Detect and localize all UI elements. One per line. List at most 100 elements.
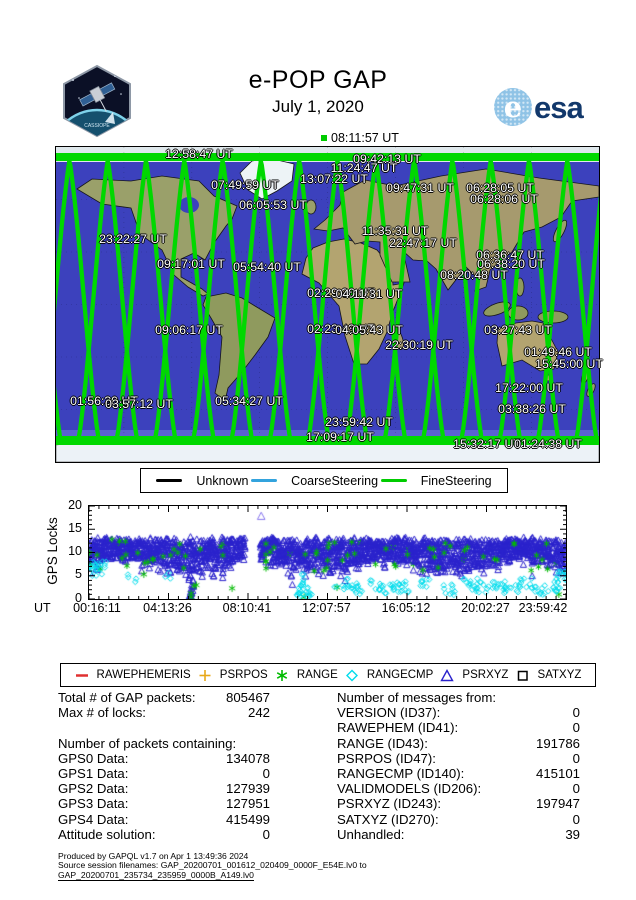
- pass-time-label: 15:32:17 UT: [453, 437, 521, 451]
- stat-row: GPS1 Data: 0: [58, 766, 270, 781]
- steering-legend-label: Unknown: [196, 473, 249, 488]
- pass-time-label: 06:36:47 UT: [476, 248, 544, 262]
- stat-value: 242: [247, 705, 270, 721]
- stat-value: 0: [262, 826, 270, 842]
- gps-y-tick: 5: [75, 567, 82, 582]
- stat-label: RAWEPHEM (ID41):: [337, 720, 459, 736]
- stat-row: VALIDMODELS (ID206): 0: [337, 781, 580, 796]
- pass-time-label: 17:09:17 UT: [306, 430, 374, 444]
- pass-time-label: 09:47:31 UT: [386, 181, 454, 195]
- pass-time-label: 11:35:31 UT: [361, 224, 429, 238]
- pass-time-label: 04:11:31 UT: [335, 287, 403, 301]
- diamond-marker-icon: [345, 669, 358, 681]
- pass-time-label: 15:45:00 UT: [535, 357, 603, 371]
- gps-x-tick: 20:02:27: [461, 601, 510, 615]
- packet-legend-label: RAWEPHEMERIS: [96, 669, 191, 681]
- stat-value: [208, 720, 270, 735]
- legend-line-swatch-icon: [380, 479, 407, 482]
- gps-locks-plot: [88, 505, 567, 600]
- pass-time-label: 04:05:43 UT: [335, 323, 403, 337]
- packet-legend-item: RANGE: [275, 669, 338, 682]
- pass-time-label: 02:29:30 UT: [307, 286, 375, 300]
- gps-x-tick: 12:07:57: [302, 601, 351, 615]
- stat-value: 0: [572, 750, 580, 766]
- gps-x-tick: 08:10:41: [222, 601, 272, 615]
- packet-legend-label: PSRXYZ: [462, 669, 509, 681]
- stat-row: Unhandled: 39: [337, 827, 580, 842]
- pass-time-label: 17:22:00 UT: [495, 381, 563, 395]
- pass-time-label: 06:38:20 UT: [477, 257, 545, 271]
- pass-time-label: 08:20:48 UT: [440, 268, 508, 282]
- stat-label: PSRXYZ (ID243):: [337, 796, 442, 812]
- gps-x-tick: 16:05:12: [381, 601, 431, 615]
- stat-value: 127939: [225, 781, 270, 797]
- packet-legend-label: SATXYZ: [537, 669, 582, 681]
- pass-time-label: 01:49:46 UT: [524, 345, 592, 359]
- stat-value: [236, 736, 298, 751]
- gps-x-axis-title: UT: [34, 601, 51, 615]
- stat-row: Number of packets containing:: [58, 736, 270, 751]
- stat-value: 127951: [225, 796, 270, 812]
- stat-label: Total # of GAP packets:: [58, 690, 196, 705]
- legend-line-swatch-icon: [251, 479, 278, 482]
- packet-legend-label: PSRPOS: [219, 669, 268, 681]
- stat-row: RANGE (ID43): 191786: [337, 736, 580, 751]
- esa-wordmark: esa: [534, 90, 584, 125]
- pass-time-label: 22:30:19 UT: [385, 338, 453, 352]
- stat-row: PSRPOS (ID47): 0: [337, 751, 580, 766]
- pass-time-label: 06:28:05 UT: [466, 181, 534, 195]
- stat-value: 39: [565, 826, 580, 842]
- pass-time-label: 03:57:12 UT: [105, 397, 173, 411]
- stat-row: GPS0 Data: 134078: [58, 751, 270, 766]
- pass-time-label: 01:24:38 UT: [514, 437, 582, 451]
- stat-label: GPS0 Data:: [58, 750, 129, 766]
- steering-mode-legend: Unknown CoarseSteering FineSteering: [140, 468, 508, 493]
- pass-time-label: 12:58:47 UT: [165, 147, 233, 161]
- stat-label: Number of messages from:: [337, 690, 497, 705]
- stat-value: 0: [262, 765, 270, 781]
- stat-value: 415499: [225, 811, 270, 827]
- svg-text:e: e: [504, 90, 522, 124]
- steering-legend-item: FineSteering: [380, 473, 492, 488]
- stat-label: [58, 720, 208, 735]
- stat-row: RAWEPHEM (ID41): 0: [337, 720, 580, 735]
- packet-legend-label: RANGE: [296, 669, 338, 681]
- stat-label: VERSION (ID37):: [337, 705, 441, 721]
- gps-y-tick: 0: [75, 590, 82, 605]
- pass-time-label: 23:22:27 UT: [99, 232, 167, 246]
- stat-value: 134078: [225, 750, 270, 766]
- stat-row: GPS3 Data: 127951: [58, 796, 270, 811]
- stat-value: 0: [572, 705, 580, 721]
- stat-row: RANGECMP (ID140): 415101: [337, 766, 580, 781]
- page-date-subtitle: July 1, 2020: [272, 97, 364, 116]
- orbit-start-label: 08:11:57 UT: [321, 131, 399, 145]
- stat-label: GPS4 Data:: [58, 811, 129, 827]
- stat-label: GPS2 Data:: [58, 781, 129, 797]
- gps-x-tick: 00:16:11: [73, 601, 121, 615]
- stat-label: Attitude solution:: [58, 826, 156, 842]
- pass-time-label: 01:56:30 UT: [70, 394, 138, 408]
- stat-value: 415101: [535, 765, 580, 781]
- dash-marker-icon: [75, 673, 88, 677]
- stat-row: GPS4 Data: 415499: [58, 812, 270, 827]
- gps-locks-scatter-canvas: [89, 506, 566, 599]
- footer-source-files: Source session filenames: GAP_20200701_0…: [58, 860, 367, 871]
- pass-time-label: 03:38:26 UT: [498, 402, 566, 416]
- packet-legend-item: RANGECMP: [345, 669, 433, 682]
- gps-x-tick: 04:13:26: [143, 601, 192, 615]
- stat-label: Unhandled:: [337, 826, 405, 842]
- stat-value: 191786: [535, 735, 580, 751]
- patch-mission-name: CASSIOPE: [84, 123, 110, 129]
- packet-legend-item: PSRXYZ: [440, 668, 509, 682]
- stat-label: VALIDMODELS (ID206):: [337, 781, 482, 797]
- steering-legend-label: FineSteering: [420, 473, 492, 488]
- stat-row: SATXYZ (ID270): 0: [337, 812, 580, 827]
- stat-value: [524, 690, 580, 705]
- stat-label: GPS1 Data:: [58, 765, 129, 781]
- stat-value: 197947: [535, 796, 580, 812]
- gps-y-tick: 10: [68, 544, 82, 558]
- stat-label: RANGE (ID43):: [337, 735, 428, 751]
- legend-line-swatch-icon: [156, 479, 183, 482]
- stat-row: Attitude solution: 0: [58, 827, 270, 842]
